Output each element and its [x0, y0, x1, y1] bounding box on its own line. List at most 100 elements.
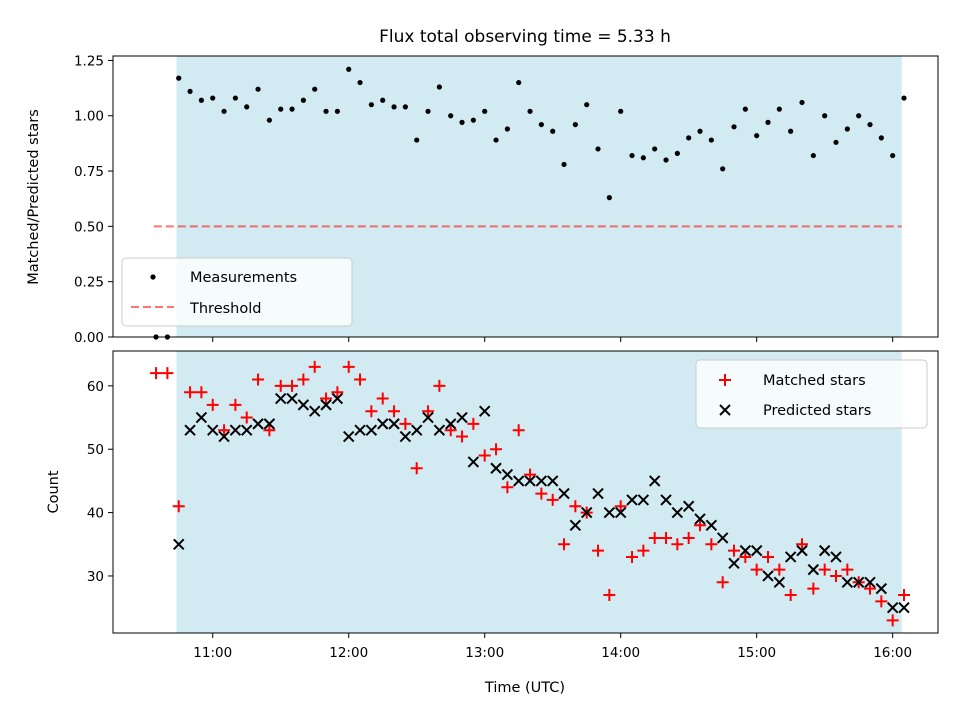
legend-threshold-label: Threshold [189, 301, 261, 317]
predicted-star-point [784, 551, 797, 563]
measurement-point [198, 97, 204, 103]
top-y-axis-label: Matched/Predicted stars [26, 109, 42, 285]
predicted-star-point [433, 424, 446, 436]
bottom-axes-frame [112, 350, 939, 634]
predicted-star-point [546, 475, 559, 487]
bottom-legend-box [695, 359, 928, 429]
top-x-ticks [212, 337, 894, 342]
predicted-star-point [399, 430, 412, 443]
predicted-star-point [750, 544, 763, 557]
bottom-legend: Matched stars Predicted stars [695, 359, 928, 429]
matched-star-point [626, 550, 639, 563]
predicted-star-point [569, 519, 582, 531]
x-tick-label: 15:00 [737, 645, 776, 661]
predicted-star-point [603, 506, 616, 519]
predicted-star-point [830, 551, 842, 563]
matched-star-point [297, 373, 310, 386]
measurement-point [334, 108, 340, 114]
measurement-point [788, 128, 794, 134]
predicted-star-point [218, 430, 230, 443]
legend-measurements-marker [150, 274, 156, 280]
measurement-point [346, 66, 352, 72]
matched-star-point [320, 392, 333, 405]
predicted-star-point [648, 475, 661, 487]
measurement-point [516, 79, 522, 86]
measurement-point [482, 108, 488, 114]
predicted-star-point [297, 399, 310, 411]
predicted-star-point [626, 494, 638, 506]
matched-stars-series [150, 360, 911, 627]
measurement-point [176, 75, 182, 81]
predicted-star-point [886, 601, 899, 614]
predicted-star-point [501, 468, 514, 481]
bottom-y-axis-label: Count [46, 470, 62, 513]
measurement-point [674, 150, 680, 156]
predicted-star-point [716, 532, 729, 544]
measurement-point [697, 128, 703, 134]
matched-star-point [195, 386, 208, 399]
x-tick-label: 11:00 [193, 645, 232, 661]
predicted-star-point [444, 418, 457, 430]
matched-star-point [365, 405, 378, 418]
measurement-point [663, 157, 669, 163]
predicted-star-point [411, 424, 423, 436]
measurement-point [765, 119, 771, 125]
measurement-point [833, 139, 839, 145]
top-legend: Measurements Threshold [121, 257, 353, 327]
top-y-tick-label: 0.75 [74, 164, 104, 180]
predicted-star-point [241, 424, 253, 436]
top-y-tick-label: 1.00 [74, 109, 104, 125]
matched-star-point [331, 386, 344, 399]
predicted-star-point [467, 456, 480, 468]
matched-star-point [229, 398, 242, 411]
matched-star-point [875, 595, 888, 608]
bottom-y-tick-label: 60 [87, 379, 104, 395]
predicted-star-point [286, 392, 298, 405]
measurement-point [504, 126, 510, 132]
matched-star-point [705, 538, 718, 551]
matched-star-point [308, 360, 321, 373]
predicted-star-point [365, 424, 378, 436]
predicted-star-point [524, 475, 536, 487]
measurement-point [436, 84, 442, 90]
matched-star-point [841, 563, 854, 576]
matched-star-point [784, 588, 797, 601]
matched-star-point [830, 569, 843, 582]
measurement-point [402, 104, 408, 110]
top-axes-frame [112, 55, 939, 338]
matched-star-point [660, 531, 673, 544]
legend-predicted-marker [719, 404, 731, 416]
matched-star-point [898, 588, 911, 601]
matched-star-point [807, 582, 820, 595]
matched-star-point [354, 373, 367, 386]
predicted-star-point [852, 576, 865, 589]
measurement-point [652, 146, 658, 152]
measurement-point [300, 97, 306, 103]
bottom-y-ticks: 30 40 50 60 [87, 379, 113, 585]
matched-star-point [603, 588, 616, 601]
x-tick-label: 13:00 [465, 645, 504, 661]
matched-star-point [671, 538, 684, 551]
matched-star-point [773, 563, 786, 576]
measurement-point [606, 195, 612, 201]
matched-star-point [762, 550, 775, 563]
legend-measurements-label: Measurements [190, 270, 297, 286]
measurement-point [210, 95, 216, 101]
matched-star-point [739, 550, 752, 563]
matched-star-point [694, 519, 707, 532]
top-legend-box [121, 257, 353, 327]
measurement-point [538, 121, 544, 128]
legend-matched-label: Matched stars [763, 373, 866, 389]
measurement-point [686, 135, 692, 141]
x-tick-label: 16:00 [873, 645, 912, 661]
matched-star-point [206, 398, 219, 411]
measurement-point [629, 152, 635, 159]
matched-star-point [637, 544, 650, 557]
matched-star-point [512, 424, 525, 437]
measurement-point [368, 102, 374, 108]
predicted-star-point [558, 487, 570, 500]
measurement-point [776, 106, 782, 112]
predicted-star-point [478, 405, 491, 417]
measurement-point [572, 121, 578, 128]
predicted-star-point [660, 494, 672, 506]
